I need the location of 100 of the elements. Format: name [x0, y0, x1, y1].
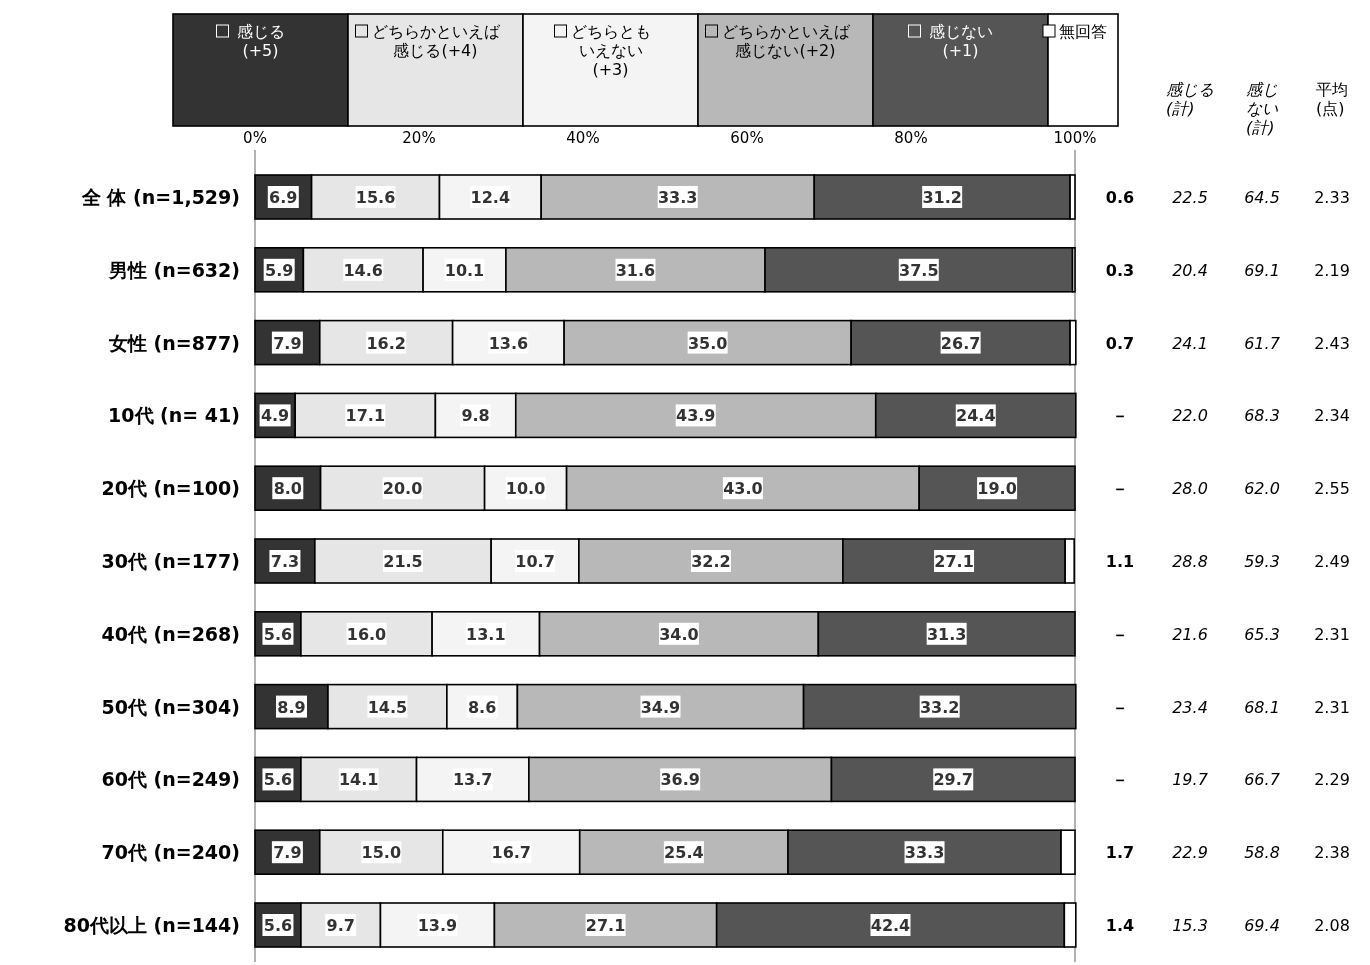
y-tick-label: 70代 (n=240) — [101, 841, 240, 864]
text: 68.1 — [1244, 697, 1280, 717]
data-label: 33.2 — [919, 697, 960, 717]
text: 2.31 — [1314, 624, 1350, 644]
text: 2.19 — [1314, 260, 1350, 280]
data-label: 16.7 — [491, 843, 531, 863]
text: 64.5 — [1244, 188, 1280, 207]
data-label: 16.0 — [346, 624, 387, 644]
data-label: 13.9 — [417, 916, 458, 935]
data-label: 8.6 — [467, 697, 497, 717]
data-label: 0.6 — [1105, 188, 1135, 207]
text: － — [1112, 770, 1128, 790]
text: 68.3 — [1244, 406, 1280, 426]
data-label: 43.0 — [723, 479, 763, 499]
data-label: 26.7 — [940, 333, 981, 353]
text: 62.0 — [1244, 479, 1280, 499]
text: － — [1112, 479, 1128, 499]
text: 22.9 — [1172, 843, 1208, 863]
text: 2.29 — [1314, 770, 1350, 790]
data-label: 31.3 — [926, 624, 967, 644]
data-label: 5.6 — [263, 624, 293, 644]
data-label: 4.9 — [260, 406, 290, 426]
data-label: 13.7 — [452, 770, 493, 790]
text: 15.3 — [1172, 916, 1208, 935]
data-label: 1.1 — [1105, 552, 1135, 571]
y-tick-label: 男性 (n=632) — [107, 258, 240, 281]
text: 69.4 — [1244, 916, 1280, 935]
x-tick-label: 100% — [1053, 129, 1097, 147]
legend-label: 感じる(+5) — [235, 22, 286, 60]
data-label: 13.1 — [466, 624, 506, 644]
data-label: 8.0 — [273, 479, 302, 499]
text: 平均(点) — [1316, 80, 1348, 118]
x-tick-label: 80% — [894, 129, 928, 147]
data-label: 7.3 — [270, 552, 300, 571]
data-label: 35.0 — [687, 333, 728, 353]
data-label: 10.7 — [515, 552, 555, 571]
text: 58.8 — [1244, 843, 1280, 863]
text: 59.3 — [1244, 552, 1280, 571]
data-label: 43.9 — [676, 406, 716, 426]
data-label: 15.0 — [361, 843, 402, 863]
legend-label: どちらかといえば感じる(+4) — [371, 22, 500, 60]
data-label: 17.1 — [345, 406, 386, 426]
data-label: 21.5 — [383, 552, 423, 571]
text: 2.08 — [1314, 916, 1350, 935]
data-label: 20.0 — [382, 479, 423, 499]
data-label: 14.1 — [338, 770, 379, 790]
data-label: 6.9 — [269, 188, 298, 207]
data-label: 7.9 — [273, 843, 302, 863]
data-label: 27.1 — [585, 916, 626, 935]
text: 2.43 — [1314, 333, 1350, 353]
legend-label: 感じない(+1) — [927, 22, 994, 60]
legend-label: 無回答 — [1059, 22, 1107, 41]
x-tick-label: 40% — [566, 129, 600, 147]
data-label: 24.4 — [956, 406, 996, 426]
y-tick-label: 40代 (n=268) — [101, 622, 240, 645]
data-label: 7.9 — [273, 333, 302, 353]
x-tick-label: 60% — [730, 129, 764, 147]
text: 2.31 — [1314, 697, 1350, 717]
data-label: 8.9 — [277, 697, 306, 717]
data-label: 14.6 — [343, 260, 383, 280]
text: 22.5 — [1172, 188, 1208, 207]
data-label: 10.1 — [444, 260, 485, 280]
text: 28.0 — [1172, 479, 1208, 499]
text: 2.34 — [1314, 406, 1350, 426]
text: 28.8 — [1172, 552, 1208, 571]
data-label: 15.6 — [355, 188, 396, 207]
y-tick-label: 30代 (n=177) — [101, 550, 240, 572]
text: 感じない(計) — [1246, 80, 1278, 137]
legend-label: どちらかといえば感じない(+2) — [721, 22, 850, 60]
data-label: 19.0 — [977, 479, 1017, 499]
data-label: 37.5 — [899, 260, 939, 280]
data-label: 27.1 — [934, 552, 974, 571]
data-label: 32.2 — [691, 552, 731, 571]
data-label: 1.4 — [1105, 916, 1135, 935]
data-label: 31.2 — [922, 188, 962, 207]
y-tick-label: 80代以上 (n=144) — [63, 914, 240, 936]
legend-label: どちらともいえない(+3) — [570, 22, 651, 79]
text: 65.3 — [1244, 624, 1280, 644]
data-label: 34.0 — [659, 624, 699, 644]
data-label: 16.2 — [366, 333, 406, 353]
data-label: 36.9 — [660, 770, 700, 790]
text: 2.55 — [1314, 479, 1350, 499]
data-label: 33.3 — [657, 188, 698, 207]
data-label: 31.6 — [615, 260, 656, 280]
data-label: 12.4 — [470, 188, 511, 207]
y-tick-label: 女性 (n=877) — [107, 331, 240, 354]
data-label: 33.3 — [904, 843, 945, 863]
text: 66.7 — [1244, 770, 1281, 790]
data-label: 10.0 — [505, 479, 546, 499]
data-label: 42.4 — [870, 916, 911, 935]
text: 23.4 — [1172, 697, 1208, 717]
text: 24.1 — [1172, 333, 1208, 353]
text: 22.0 — [1172, 406, 1208, 426]
y-tick-label: 50代 (n=304) — [101, 695, 240, 718]
data-label: 9.8 — [461, 406, 490, 426]
data-label: 34.9 — [640, 697, 681, 717]
text: 21.6 — [1172, 624, 1208, 644]
data-label: 0.3 — [1105, 260, 1135, 280]
x-tick-label: 0% — [243, 129, 267, 147]
y-tick-label: 60代 (n=249) — [101, 768, 240, 791]
